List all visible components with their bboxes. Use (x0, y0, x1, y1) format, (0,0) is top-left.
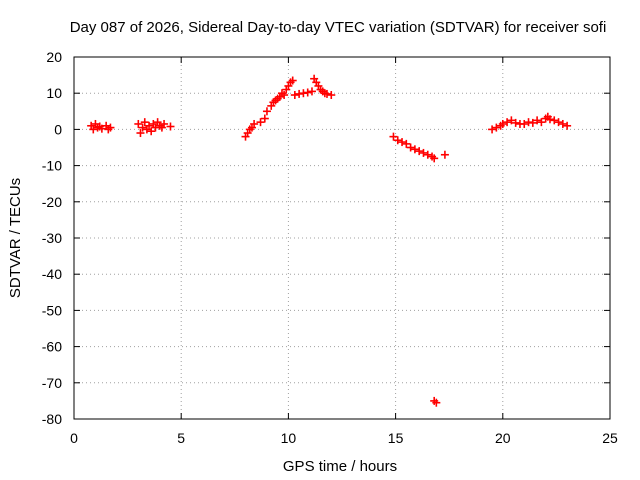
y-tick-label: 20 (46, 49, 62, 65)
x-axis-tick-labels: 0 5 10 15 20 25 (70, 430, 618, 446)
data-point (402, 139, 411, 148)
data-point (145, 121, 154, 130)
data-point (166, 122, 175, 131)
data-point (256, 118, 265, 127)
data-point (147, 127, 156, 136)
y-tick-label: -80 (42, 411, 62, 427)
axis-ticks (73, 56, 611, 420)
data-point (440, 150, 449, 159)
data-point (430, 154, 439, 163)
data-point (563, 121, 572, 130)
data-point (138, 123, 147, 132)
x-tick-label: 10 (281, 430, 297, 446)
data-point (528, 118, 537, 127)
y-tick-label: -70 (42, 375, 62, 391)
x-tick-label: 5 (177, 430, 185, 446)
data-point (488, 125, 497, 134)
data-point (106, 123, 115, 132)
y-tick-label: 0 (54, 121, 62, 137)
y-tick-label: 10 (46, 85, 62, 101)
data-point (410, 145, 419, 154)
data-point (134, 119, 143, 128)
data-point (554, 118, 563, 127)
data-point (550, 116, 559, 125)
data-point (520, 119, 529, 128)
y-axis-tick-labels: 20 10 0 -10 -20 -30 -40 -50 -60 -70 -80 (42, 49, 62, 427)
data-point (511, 118, 520, 127)
data-point (160, 119, 169, 128)
y-tick-label: -30 (42, 230, 62, 246)
data-point (250, 119, 259, 128)
x-tick-label: 0 (70, 430, 78, 446)
data-point (288, 76, 297, 85)
chart-title: Day 087 of 2026, Sidereal Day-to-day VTE… (70, 19, 607, 36)
data-point (398, 138, 407, 147)
x-tick-label: 20 (495, 430, 511, 446)
y-axis-label: SDTVAR / TECUs (7, 178, 24, 298)
data-point (545, 115, 554, 124)
data-point (498, 119, 507, 128)
data-point (322, 89, 331, 98)
y-tick-label: -60 (42, 339, 62, 355)
grid (74, 57, 610, 419)
y-tick-label: -40 (42, 266, 62, 282)
data-point (327, 91, 336, 100)
data-point (280, 91, 289, 100)
data-points (87, 74, 572, 407)
data-point (260, 114, 269, 123)
data-point (136, 129, 145, 138)
x-axis-label: GPS time / hours (283, 458, 397, 475)
data-point (393, 136, 402, 145)
data-point (503, 118, 512, 127)
data-point (432, 398, 441, 407)
data-point (290, 91, 299, 100)
data-point (303, 88, 312, 97)
data-point (406, 143, 415, 152)
data-point (507, 116, 516, 125)
data-point (492, 123, 501, 132)
data-point (307, 87, 316, 96)
data-point (415, 147, 424, 156)
y-tick-label: -50 (42, 302, 62, 318)
data-point (423, 150, 432, 159)
data-point (389, 132, 398, 141)
x-tick-label: 15 (388, 430, 404, 446)
data-point (419, 148, 428, 157)
data-point (140, 118, 149, 127)
data-point (533, 116, 542, 125)
data-point (558, 119, 567, 128)
data-point (89, 125, 98, 134)
y-tick-label: -20 (42, 194, 62, 210)
data-point (537, 118, 546, 127)
x-tick-label: 25 (602, 430, 618, 446)
data-point (262, 107, 271, 116)
y-tick-label: -10 (42, 158, 62, 174)
